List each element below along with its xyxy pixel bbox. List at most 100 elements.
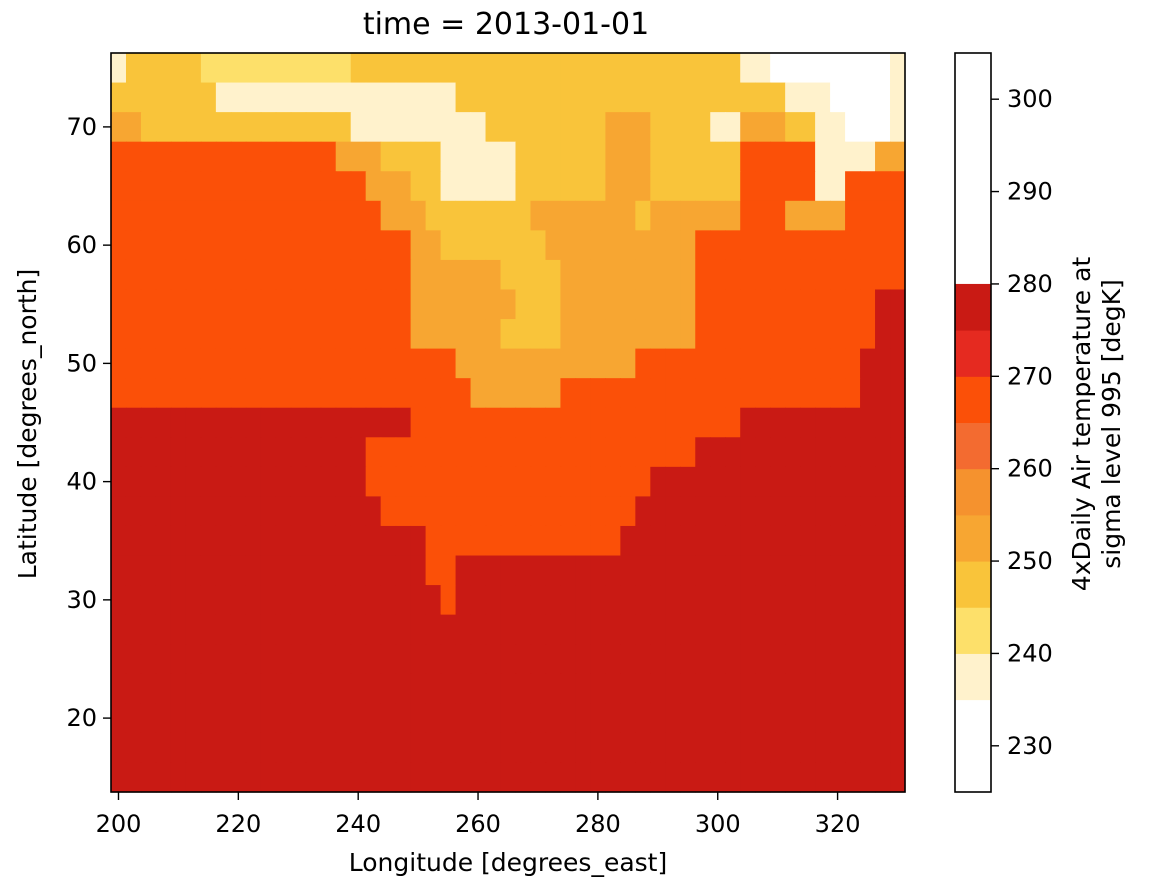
heatmap-cell: [380, 378, 397, 409]
heatmap-cell: [740, 555, 756, 586]
heatmap-cell: [440, 171, 457, 202]
heatmap-cell: [230, 230, 247, 261]
heatmap-cell: [710, 762, 726, 793]
heatmap-cell: [470, 200, 487, 231]
heatmap-cell: [140, 378, 157, 409]
heatmap-cell: [800, 230, 816, 261]
heatmap-cell: [335, 437, 352, 468]
heatmap-cell: [890, 348, 906, 379]
heatmap-cell: [230, 585, 247, 616]
heatmap-cell: [530, 673, 547, 704]
heatmap-cell: [815, 407, 831, 438]
heatmap-cell: [545, 53, 562, 84]
heatmap-cell: [425, 585, 442, 616]
heatmap-cell: [665, 525, 681, 557]
heatmap-cell: [365, 555, 382, 586]
heatmap-cell: [650, 348, 666, 379]
heatmap-cell: [500, 171, 517, 202]
heatmap-cell: [155, 466, 172, 497]
heatmap-cell: [380, 762, 397, 793]
heatmap-cell: [710, 673, 726, 704]
heatmap-cell: [590, 112, 606, 143]
heatmap-cell: [770, 289, 786, 320]
heatmap-cell: [590, 732, 606, 764]
heatmap-cell: [320, 348, 337, 379]
heatmap-cell: [365, 703, 382, 734]
heatmap-cell: [215, 496, 232, 527]
heatmap-cell: [830, 585, 846, 616]
heatmap-cell: [155, 407, 172, 438]
y-tick-label: 30: [66, 586, 97, 614]
heatmap-cell: [620, 82, 636, 113]
heatmap-cell: [395, 407, 412, 438]
heatmap-cell: [335, 525, 352, 557]
heatmap-cell: [785, 319, 801, 350]
heatmap-cell: [290, 525, 307, 557]
heatmap-cell: [425, 762, 442, 793]
heatmap-cell: [620, 53, 636, 84]
heatmap-cell: [380, 348, 397, 379]
heatmap-cell: [845, 319, 861, 350]
heatmap-cell: [815, 614, 831, 645]
heatmap-cell: [410, 378, 427, 409]
heatmap-cell: [800, 319, 816, 350]
heatmap-cell: [335, 82, 352, 113]
heatmap-cell: [230, 614, 247, 645]
heatmap-cell: [410, 732, 427, 764]
heatmap-cell: [455, 200, 472, 231]
heatmap-cell: [530, 112, 547, 143]
heatmap-cell: [515, 437, 532, 468]
heatmap-cell: [275, 407, 292, 438]
heatmap-cell: [140, 466, 157, 497]
heatmap-cell: [830, 644, 846, 675]
heatmap-cell: [740, 319, 756, 350]
heatmap-cell: [830, 289, 846, 320]
chart-title: time = 2013-01-01: [363, 7, 649, 42]
heatmap-cell: [815, 585, 831, 616]
heatmap-cell: [740, 200, 756, 231]
heatmap-cell: [245, 466, 262, 497]
heatmap-cell: [350, 82, 367, 113]
heatmap-cell: [350, 466, 367, 497]
heatmap-cell: [380, 171, 397, 202]
heatmap-cell: [560, 585, 577, 616]
heatmap-cell: [560, 437, 577, 468]
heatmap-cell: [230, 466, 247, 497]
heatmap-cell: [410, 466, 427, 497]
heatmap-cell: [515, 525, 532, 557]
heatmap-cell: [140, 585, 157, 616]
heatmap-cell: [275, 378, 292, 409]
heatmap-cell: [410, 496, 427, 527]
heatmap-cell: [575, 230, 591, 261]
heatmap-cell: [485, 112, 502, 143]
heatmap-cell: [260, 466, 277, 497]
heatmap-cell: [365, 378, 382, 409]
heatmap-cell: [125, 259, 142, 291]
heatmap-cell: [605, 732, 621, 764]
heatmap-cell: [575, 112, 591, 143]
heatmap-cell: [590, 437, 606, 468]
colorbar-tick-label: 230: [1007, 732, 1053, 760]
heatmap-cell: [470, 466, 487, 497]
heatmap-cell: [530, 319, 547, 350]
heatmap-cell: [500, 762, 517, 793]
heatmap-cell: [605, 230, 621, 261]
heatmap-cell: [860, 112, 876, 143]
heatmap-cell: [545, 673, 562, 704]
heatmap-cell: [650, 378, 666, 409]
heatmap-cell: [590, 585, 606, 616]
heatmap-cell: [395, 259, 412, 291]
heatmap-cell: [875, 644, 891, 675]
heatmap-cell: [395, 378, 412, 409]
heatmap-cell: [365, 230, 382, 261]
heatmap-cell: [305, 53, 322, 84]
heatmap-cell: [140, 171, 157, 202]
heatmap-cell: [545, 644, 562, 675]
heatmap-cell: [380, 259, 397, 291]
heatmap-cell: [111, 141, 127, 172]
heatmap-cell: [860, 614, 876, 645]
heatmap-cell: [395, 585, 412, 616]
heatmap-cell: [185, 112, 202, 143]
heatmap-cell: [770, 112, 786, 143]
heatmap-cell: [545, 407, 562, 438]
